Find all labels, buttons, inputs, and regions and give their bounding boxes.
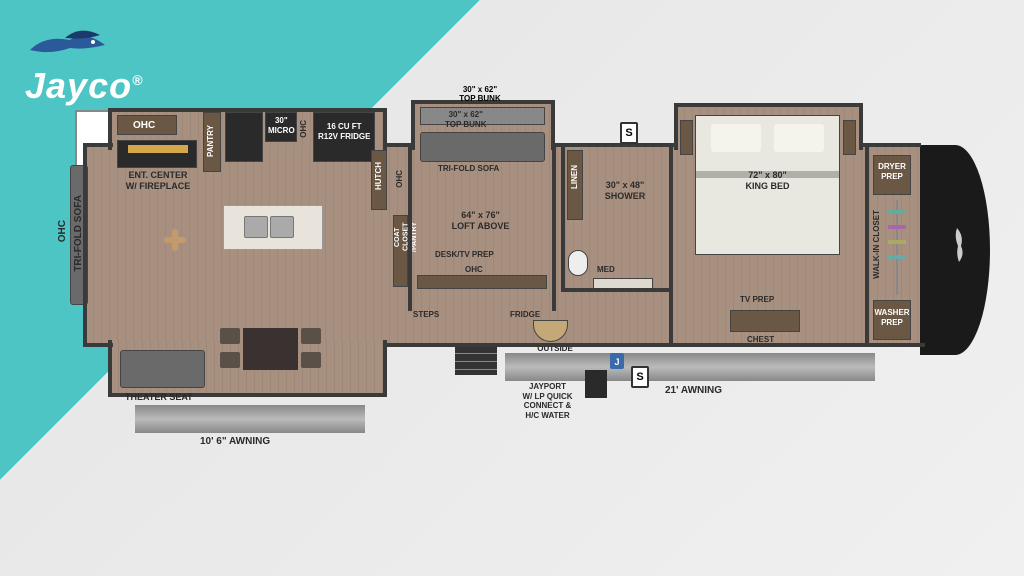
label-top-bunk: 30" x 62" TOP BUNK xyxy=(445,110,487,129)
label-micro: 30" MICRO xyxy=(268,116,295,135)
label-jayport: JAYPORT W/ LP QUICK CONNECT & H/C WATER xyxy=(510,382,585,420)
pillow-icon xyxy=(711,124,761,152)
ent-center xyxy=(117,140,197,168)
label-washer: WASHER PREP xyxy=(873,308,911,327)
label-ohc-5: OHC xyxy=(465,265,483,275)
chair xyxy=(220,352,240,368)
dinette-table xyxy=(243,328,298,370)
entry-steps xyxy=(455,345,497,375)
label-ohc-2: OHC xyxy=(133,120,155,132)
brand-name: Jayco® xyxy=(25,65,143,107)
wall xyxy=(83,343,113,347)
rear-awning xyxy=(135,405,365,433)
sink xyxy=(244,216,268,238)
toilet xyxy=(568,250,588,276)
wall xyxy=(385,143,415,147)
label-shower: 30" x 48" SHOWER xyxy=(595,180,655,202)
marker-s1: S xyxy=(620,122,638,144)
label-pantry: PANTRY xyxy=(206,125,216,157)
label-hutch: HUTCH xyxy=(374,162,384,190)
chair xyxy=(220,328,240,344)
wall xyxy=(83,143,87,347)
label-trifold-2: TRI-FOLD SOFA xyxy=(438,164,499,174)
pillow-icon xyxy=(774,124,824,152)
wall xyxy=(674,103,863,107)
wall xyxy=(561,146,565,291)
chest xyxy=(730,310,800,332)
main-awning xyxy=(505,353,875,381)
label-coat-closet: COAT CLOSET /PANTRY xyxy=(394,222,419,252)
label-loft: 64" x 76" LOFT ABOVE xyxy=(438,210,523,232)
brand-logo: Jayco® xyxy=(25,20,143,107)
wall xyxy=(553,143,678,147)
label-walkin: WALK-IN CLOSET xyxy=(872,210,882,279)
wall xyxy=(108,340,112,397)
label-ohc-4: OHC xyxy=(395,170,405,188)
ceiling-fan-icon xyxy=(150,215,200,265)
wall xyxy=(83,143,113,147)
desk xyxy=(417,275,547,289)
label-fridge-big: 16 CU FT R12V FRIDGE xyxy=(318,122,370,141)
label-ent-center: ENT. CENTER W/ FIREPLACE xyxy=(113,170,203,192)
bird-icon xyxy=(25,20,115,70)
chair xyxy=(301,328,321,344)
label-med: MED xyxy=(597,265,615,275)
label-ohc-1: OHC xyxy=(57,220,69,242)
label-fridge-small: FRIDGE xyxy=(510,310,540,320)
nightstand xyxy=(843,120,856,155)
fireplace-glow xyxy=(128,145,188,153)
wall xyxy=(385,343,925,347)
label-awning-1: 10' 6" AWNING xyxy=(200,436,270,448)
label-tvprep: TV PREP xyxy=(740,295,774,305)
sink xyxy=(270,216,294,238)
marker-s2: S xyxy=(631,366,649,388)
wall xyxy=(408,146,412,311)
label-desk: DESK/TV PREP xyxy=(435,250,494,260)
label-linen: LINEN xyxy=(570,165,580,189)
wall xyxy=(669,146,673,346)
label-bunk-outer: 30" x 62" TOP BUNK xyxy=(445,85,515,103)
wall xyxy=(865,146,869,346)
label-steps: STEPS xyxy=(413,310,439,320)
nightstand xyxy=(680,120,693,155)
label-theater: THEATER SEAT xyxy=(125,392,193,403)
front-logo xyxy=(947,226,969,266)
label-ohc-3: OHC xyxy=(299,120,309,138)
front-cap xyxy=(920,145,990,355)
jayport xyxy=(585,370,607,398)
closet-rod xyxy=(887,200,907,295)
kitchen-island xyxy=(223,205,323,250)
floorplan-diagram: TRI-FOLD SOFA OHC OHC ENT. CENTER W/ FIR… xyxy=(75,110,955,450)
chair xyxy=(301,352,321,368)
label-awning-2: 21' AWNING xyxy=(665,385,722,397)
wall xyxy=(383,340,387,397)
theater-seat xyxy=(120,350,205,388)
wall xyxy=(561,288,671,292)
stove-area xyxy=(225,112,263,162)
label-king-bed: 72" x 80" KING BED xyxy=(730,170,805,192)
wall xyxy=(552,146,556,311)
marker-j: J xyxy=(610,353,624,369)
label-dryer: DRYER PREP xyxy=(875,162,909,181)
bunk-trifold-sofa xyxy=(420,132,545,162)
wall xyxy=(861,143,921,147)
